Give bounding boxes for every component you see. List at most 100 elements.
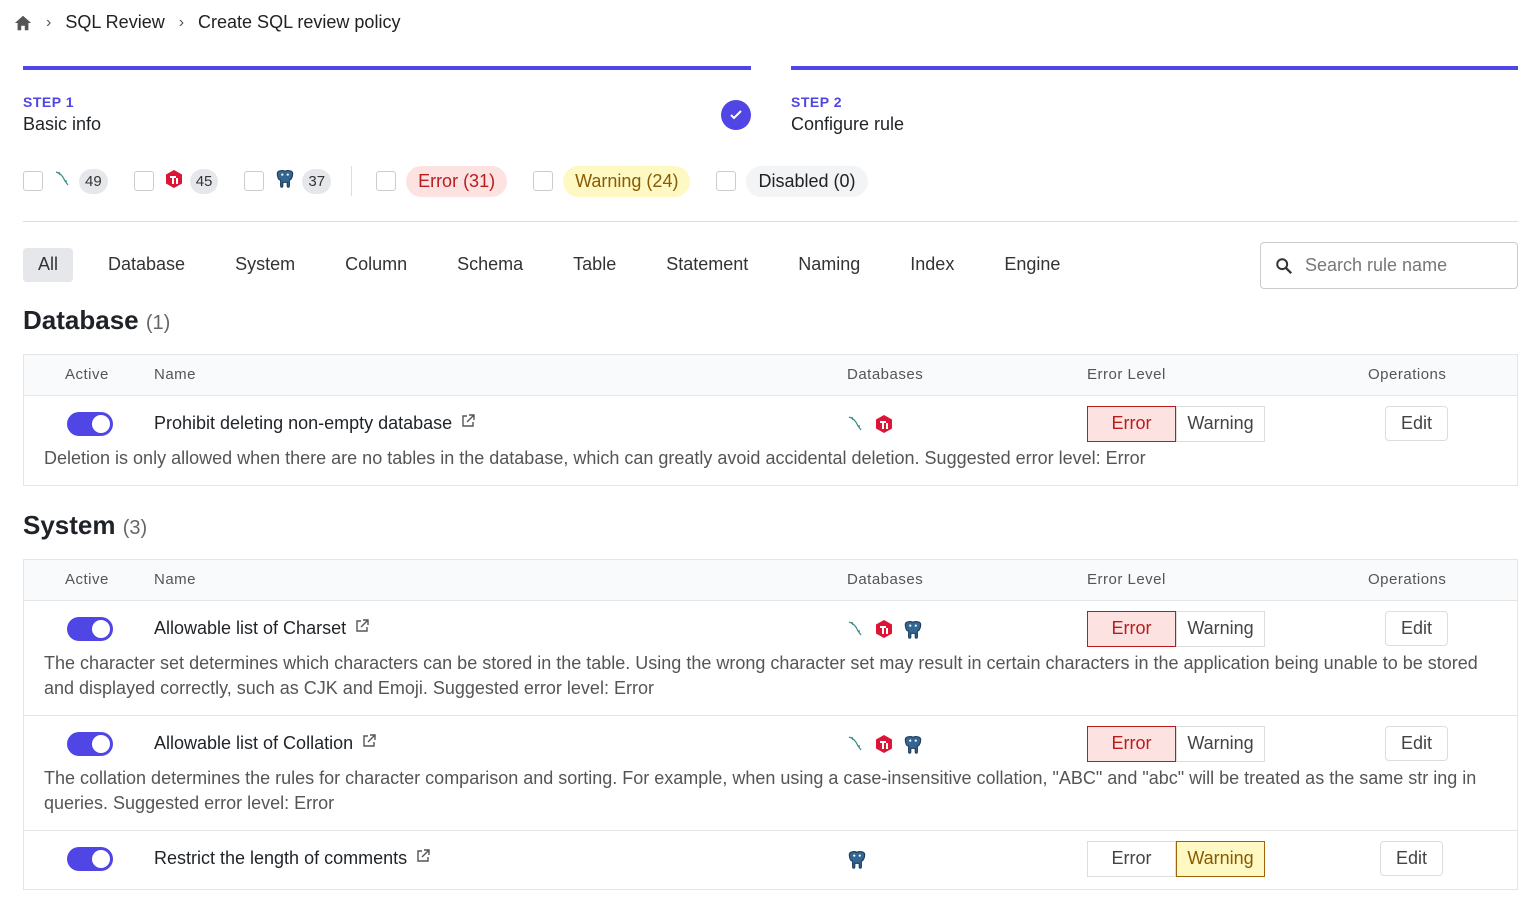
checkbox[interactable] [716,171,737,191]
rule-description: The collation determines the rules for c… [44,768,1477,813]
section-heading: System (3) [23,510,1518,544]
breadcrumb: › SQL Review › Create SQL review policy [14,12,400,33]
active-toggle[interactable] [67,847,113,871]
rule-description: Deletion is only allowed when there are … [44,448,1146,468]
chevron-right-icon: › [46,13,52,31]
edit-button[interactable]: Edit [1385,406,1449,441]
tab-statement[interactable]: Statement [666,254,749,274]
count-badge: 37 [302,168,332,194]
breadcrumb-sql-review[interactable]: SQL Review [65,12,165,32]
database-icons [846,734,924,761]
filter-bar: 49 45 37 Error (31) Warning (24) Disabled (0) [23,165,894,197]
rule-name-link[interactable]: Allowable list of Charset [154,618,370,639]
active-toggle[interactable] [67,412,113,436]
level-pill: Warning (24) [563,165,691,197]
table-row: Prohibit deleting non-empty database Erro… [24,396,1517,485]
active-toggle[interactable] [67,732,113,756]
error-level-selector: Error Warning [1087,726,1265,762]
header-level: Error Level [1087,571,1166,588]
rule-name-link[interactable]: Prohibit deleting non-empty database [154,413,476,434]
engine-filter[interactable]: 45 [133,168,219,194]
checkbox[interactable] [244,171,265,191]
engine-filter[interactable]: 37 [244,168,332,195]
level-error-button[interactable]: Error [1087,611,1176,647]
checkbox[interactable] [533,171,554,191]
level-warning-button[interactable]: Warning [1176,841,1265,877]
level-error-button[interactable]: Error [1087,841,1176,877]
header-ops: Operations [1368,366,1447,383]
header-active: Active [65,571,109,588]
level-warning-button[interactable]: Warning [1176,726,1265,762]
external-link-icon[interactable] [361,733,377,754]
tidb-icon [874,414,894,439]
section-title: Database [23,305,139,335]
section-title: System [23,510,116,540]
checkbox[interactable] [376,171,397,191]
external-link-icon[interactable] [415,848,431,869]
step-title: Configure rule [791,114,905,134]
header-databases: Databases [847,571,924,588]
level-error-button[interactable]: Error [1087,406,1176,442]
postgres-icon [274,168,296,195]
step-1[interactable]: STEP 1 Basic info [23,66,751,135]
step-number: STEP 1 [23,94,74,110]
checkbox[interactable] [133,171,154,191]
section-heading: Database (1) [23,305,1518,339]
active-toggle[interactable] [67,617,113,641]
tab-column[interactable]: Column [345,254,408,274]
table-row: Allowable list of Collation Error Warning E… [24,716,1517,831]
category-tabs: All Database System Column Schema Table Statem… [23,248,1095,282]
search-input[interactable]: Search rule name [1260,242,1518,289]
database-icons [846,619,924,646]
level-pill: Disabled (0) [746,165,868,197]
mysql-icon [53,169,73,194]
postgres-icon [902,734,924,761]
level-error-button[interactable]: Error [1087,726,1176,762]
level-filter[interactable]: Warning (24) [533,165,691,197]
check-icon [721,100,751,130]
level-filter[interactable]: Disabled (0) [716,165,868,197]
checkbox[interactable] [23,171,43,191]
tab-schema[interactable]: Schema [457,254,524,274]
divider [351,166,353,196]
rule-name: Allowable list of Charset [154,618,347,638]
external-link-icon[interactable] [354,618,370,639]
rule-name-link[interactable]: Allowable list of Collation [154,733,377,754]
error-level-selector: Error Warning [1087,841,1265,877]
engine-filter[interactable]: 49 [23,168,108,194]
error-level-selector: Error Warning [1087,611,1265,647]
edit-button[interactable]: Edit [1380,841,1444,876]
tab-system[interactable]: System [235,254,296,274]
tidb-icon [874,619,894,646]
level-warning-button[interactable]: Warning [1176,611,1265,647]
header-active: Active [65,366,109,383]
home-icon[interactable] [14,14,32,32]
tab-database[interactable]: Database [108,254,186,274]
level-filter[interactable]: Error (31) [376,165,508,197]
mysql-icon [846,619,866,646]
header-name: Name [154,366,197,383]
tab-engine[interactable]: Engine [1004,254,1061,274]
step-2[interactable]: STEP 2 Configure rule [791,66,1518,135]
rule-name-link[interactable]: Restrict the length of comments [154,848,431,869]
table-row: Allowable list of Charset Error Warning Edi… [24,601,1517,716]
tab-index[interactable]: Index [910,254,955,274]
edit-button[interactable]: Edit [1385,611,1449,646]
edit-button[interactable]: Edit [1385,726,1449,761]
table-header: Active Name Databases Error Level Operations [24,355,1517,396]
level-warning-button[interactable]: Warning [1176,406,1265,442]
tab-naming[interactable]: Naming [798,254,861,274]
table-header: Active Name Databases Error Level Operations [24,560,1517,601]
header-ops: Operations [1368,571,1447,588]
section-count: (1) [145,312,171,334]
external-link-icon[interactable] [460,413,476,434]
mysql-icon [846,414,866,439]
header-databases: Databases [847,366,924,383]
tidb-icon [164,169,184,194]
mysql-icon [846,734,866,761]
chevron-right-icon: › [178,13,185,31]
step-number: STEP 2 [791,94,842,110]
tab-table[interactable]: Table [573,254,617,274]
rule-description: The character set determines which chara… [44,653,1478,698]
tab-all[interactable]: All [23,248,74,282]
